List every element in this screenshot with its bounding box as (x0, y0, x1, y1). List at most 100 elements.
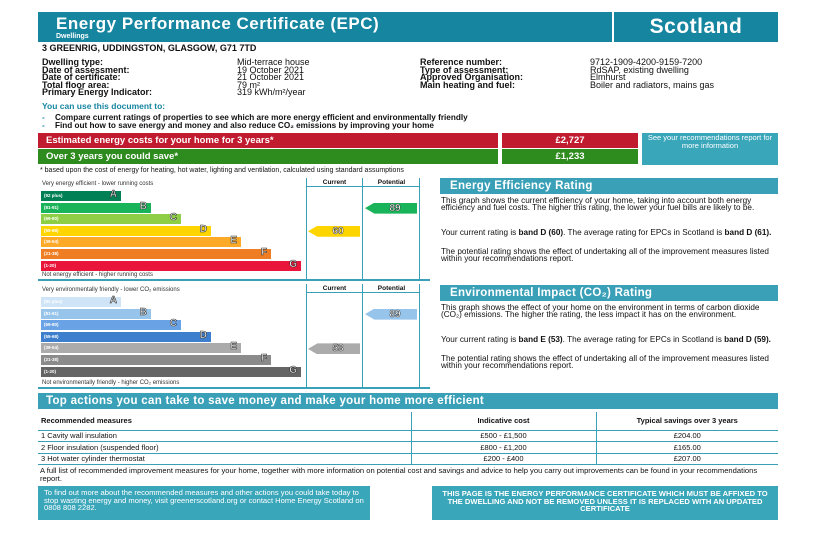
cost-footnote: * based upon the cost of energy for heat… (40, 167, 404, 174)
band-range: (69-80) (44, 322, 59, 328)
potential-rating-arrow: 89 (365, 308, 417, 320)
rating-band-b: (81-91) B (41, 200, 151, 213)
band-letter: F (260, 247, 268, 258)
table-cell: £200 - £400 (410, 453, 596, 465)
band-range: (39-54) (44, 239, 59, 245)
info-value: Elmhurst (590, 72, 626, 83)
potential-rating-arrow: 89 (365, 202, 417, 214)
band-letter: A (109, 189, 117, 200)
energy-efficiency-chart: Current Potential Very energy efficient - … (38, 178, 430, 281)
chart-top-label: Very environmentally friendly - lower CO… (42, 287, 180, 293)
band-range: (81-91) (44, 204, 59, 210)
table-cell: 3 Hot water cylinder thermostat (38, 453, 411, 465)
current-rating-arrow: 53 (308, 343, 360, 355)
info-label: Dwelling type: (42, 57, 104, 67)
use-heading: You can use this document to: (42, 101, 166, 111)
info-value: 79 m² (237, 79, 261, 90)
potential-column (363, 284, 420, 389)
band-letter: F (260, 353, 268, 364)
region-label: Scotland (614, 12, 778, 42)
address: 3 GREENRIG, UDDINGSTON, GLASGOW, G71 7TD (42, 43, 257, 53)
info-label: Primary Energy Indicator: (42, 87, 153, 98)
eer-text-3: The potential rating shows the effect of… (441, 247, 769, 264)
info-label: Type of assessment: (420, 64, 509, 75)
see-recommendations-box: See your recommendations report for more… (642, 133, 778, 165)
more-info-box: To find out more about the recommended m… (38, 486, 370, 520)
band-range: (55-68) (44, 333, 59, 339)
info-value: Boiler and radiators, mains gas (590, 79, 715, 90)
eer-text-1: This graph shows the current efficiency … (441, 196, 755, 213)
band-range: (1-20) (44, 262, 57, 268)
info-value: RdSAP, existing dwelling (590, 64, 689, 75)
eer-heading: Energy Efficiency Rating (440, 178, 778, 194)
table-cell: 1 Cavity wall insulation (38, 430, 411, 442)
table-cell: £800 - £1,200 (410, 441, 596, 454)
chart-top-label: Very energy efficient - lower running co… (42, 181, 154, 187)
rating-band-f: (21-38) F (41, 353, 271, 365)
estimated-cost-label: Estimated energy costs for your home for… (38, 133, 498, 148)
table-cell: £207.00 (595, 453, 778, 465)
band-letter: C (169, 318, 177, 330)
band-letter: E (230, 341, 237, 353)
bullet-item: - Compare current ratings of properties t… (42, 113, 468, 122)
eir-text-3: The potential rating shows the effect of… (441, 354, 769, 371)
current-column (306, 284, 363, 389)
affix-notice-box: THIS PAGE IS THE ENERGY PERFORMANCE CERT… (432, 486, 778, 520)
info-label: Total floor area: (42, 79, 110, 90)
band-letter: G (289, 364, 297, 376)
band-letter: C (169, 212, 177, 224)
band-letter: E (230, 235, 237, 247)
table-row: 3 Hot water cylinder thermostat £200 - £4… (38, 453, 778, 465)
band-range: (92 plus) (44, 299, 63, 304)
bullet-text: Compare current ratings of properties to… (55, 113, 468, 122)
info-value: 19 October 2021 (237, 64, 305, 75)
rating-band-e: (39-54) E (41, 235, 241, 248)
band-range: (92 plus) (44, 193, 63, 198)
savings-value: £1,233 (502, 149, 638, 164)
info-label: Date of certificate: (42, 72, 121, 83)
bullet-text: Find out how to save energy and money an… (55, 121, 434, 130)
environmental-impact-chart: Current Potential Very environmentally fri… (38, 284, 430, 389)
band-range: (21-38) (44, 251, 59, 256)
rating-band-d: (55-68) D (41, 329, 211, 342)
band-letter: B (139, 200, 147, 212)
rating-band-b: (81-91) B (41, 307, 151, 319)
estimated-cost-value: £2,727 (502, 133, 638, 148)
table-row: 2 Floor insulation (suspended floor) £800… (38, 441, 778, 454)
table-cell: £204.00 (595, 430, 778, 442)
band-letter: G (289, 258, 297, 270)
band-letter: D (199, 223, 207, 235)
rating-band-a: (92 plus) A (41, 189, 121, 201)
rating-band-g: (1-20) G (41, 364, 301, 377)
rating-band-d: (55-68) D (41, 223, 211, 236)
chart-bottom-label: Not environmentally friendly - higher CO… (42, 380, 180, 386)
current-column (306, 178, 363, 281)
current-header: Current (306, 179, 363, 187)
potential-column (363, 178, 420, 281)
full-list-note: A full list of recommended improvement m… (40, 466, 758, 483)
savings-label: Over 3 years you could save* (38, 149, 498, 164)
potential-header: Potential (363, 179, 420, 187)
page-title: Energy Performance Certificate (EPC) (56, 14, 380, 33)
band-letter: D (199, 329, 207, 341)
column-header: Typical savings over 3 years (595, 412, 778, 431)
current-header: Current (306, 285, 363, 293)
current-rating-arrow: 60 (308, 225, 360, 237)
column-header: Recommended measures (38, 412, 411, 431)
band-range: (69-80) (44, 216, 59, 222)
band-range: (1-20) (44, 368, 57, 374)
table-row: 1 Cavity wall insulation £500 - £1,500 £20… (38, 430, 778, 442)
rating-band-c: (69-80) C (41, 318, 181, 331)
table-header-row: Recommended measures Indicative cost Typ… (38, 412, 778, 431)
eir-heading: Environmental Impact (CO₂) Rating (440, 285, 778, 301)
eer-text-2: Your current rating is band D (60). The … (441, 228, 772, 237)
info-value: Mid-terrace house (237, 57, 310, 67)
info-value: 319 kWh/m²/year (237, 87, 306, 98)
table-cell: 2 Floor insulation (suspended floor) (38, 441, 411, 454)
recommendations-table: Recommended measures Indicative cost Typ… (38, 412, 778, 465)
band-range: (39-54) (44, 345, 59, 351)
column-header: Indicative cost (410, 412, 596, 431)
potential-header: Potential (363, 285, 420, 293)
info-label: Main heating and fuel: (420, 79, 516, 90)
table-cell: £500 - £1,500 (410, 430, 596, 442)
